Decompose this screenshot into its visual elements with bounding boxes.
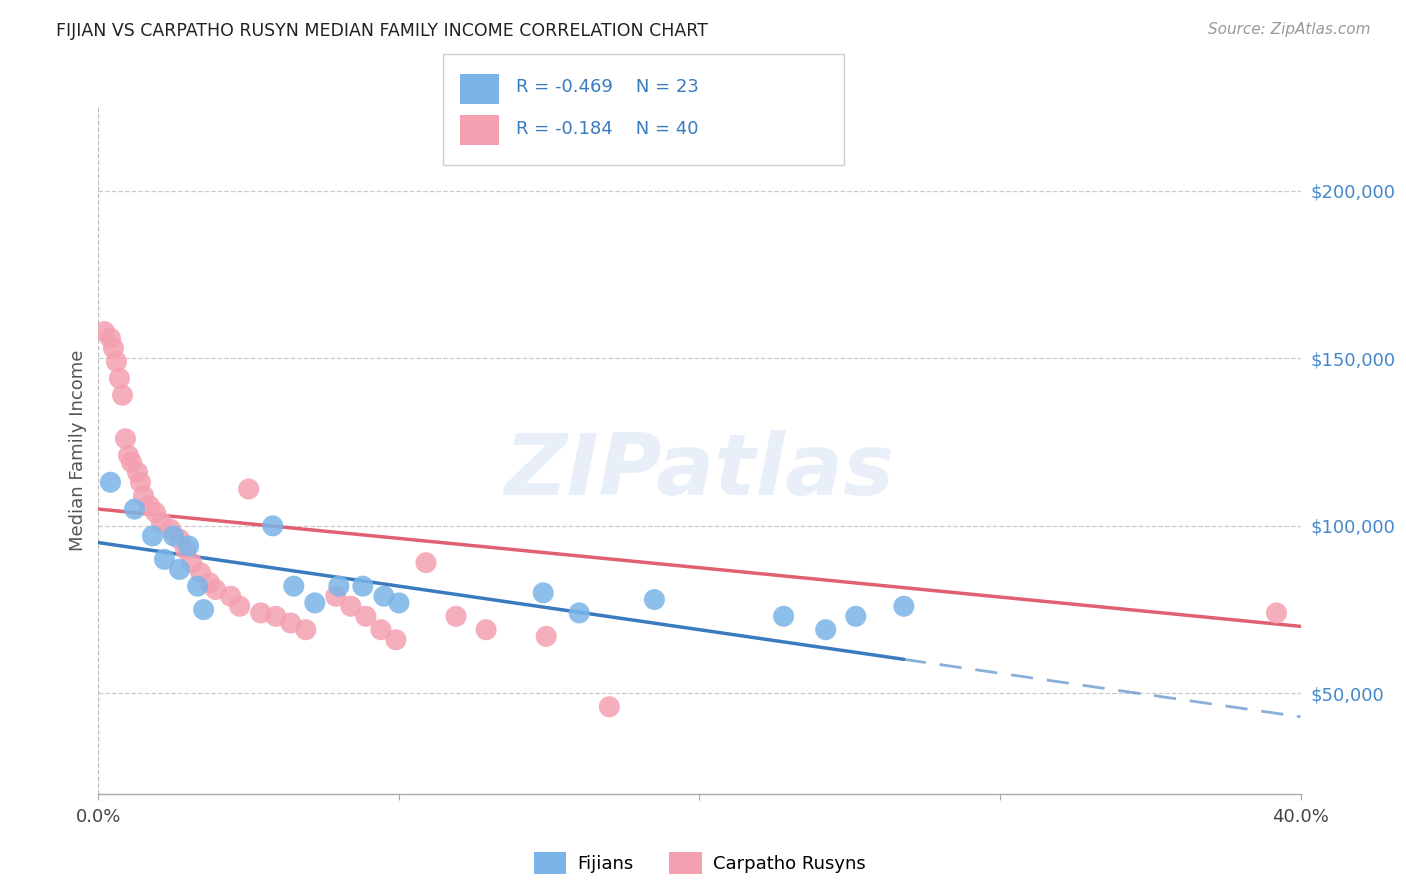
- Point: [238, 482, 260, 496]
- Point: [103, 341, 125, 355]
- Point: [150, 516, 173, 530]
- Point: [893, 599, 915, 614]
- Point: [352, 579, 374, 593]
- Point: [105, 354, 128, 368]
- Point: [169, 533, 191, 547]
- Point: [117, 449, 139, 463]
- Point: [114, 432, 136, 446]
- Point: [415, 556, 437, 570]
- Y-axis label: Median Family Income: Median Family Income: [69, 350, 87, 551]
- Text: R = -0.184    N = 40: R = -0.184 N = 40: [516, 120, 699, 138]
- Point: [219, 589, 242, 603]
- Point: [845, 609, 868, 624]
- Point: [354, 609, 377, 624]
- Point: [475, 623, 498, 637]
- Point: [249, 606, 271, 620]
- Point: [1265, 606, 1288, 620]
- Point: [129, 475, 152, 490]
- Point: [124, 502, 146, 516]
- Point: [93, 325, 115, 339]
- Point: [153, 552, 176, 566]
- Point: [772, 609, 794, 624]
- Point: [531, 586, 554, 600]
- Point: [388, 596, 411, 610]
- Point: [328, 579, 350, 593]
- Point: [444, 609, 467, 624]
- Point: [177, 539, 200, 553]
- Point: [283, 579, 305, 593]
- Point: [262, 519, 284, 533]
- Legend: Fijians, Carpatho Rusyns: Fijians, Carpatho Rusyns: [526, 845, 873, 881]
- Point: [108, 371, 131, 385]
- Point: [121, 455, 143, 469]
- Text: R = -0.469    N = 23: R = -0.469 N = 23: [516, 78, 699, 95]
- Point: [127, 465, 149, 479]
- Point: [373, 589, 395, 603]
- Point: [162, 529, 184, 543]
- Point: [294, 623, 316, 637]
- Point: [132, 489, 155, 503]
- Point: [568, 606, 591, 620]
- Point: [814, 623, 837, 637]
- Point: [100, 475, 122, 490]
- Point: [100, 331, 122, 345]
- Point: [340, 599, 363, 614]
- Point: [190, 566, 212, 580]
- Point: [534, 629, 557, 643]
- Text: Source: ZipAtlas.com: Source: ZipAtlas.com: [1208, 22, 1371, 37]
- Point: [280, 615, 302, 630]
- Point: [174, 542, 197, 557]
- Point: [180, 556, 202, 570]
- Point: [111, 388, 134, 402]
- Point: [204, 582, 226, 597]
- Point: [138, 499, 160, 513]
- Point: [198, 575, 221, 590]
- Point: [141, 529, 163, 543]
- Point: [187, 579, 209, 593]
- Point: [304, 596, 326, 610]
- Text: FIJIAN VS CARPATHO RUSYN MEDIAN FAMILY INCOME CORRELATION CHART: FIJIAN VS CARPATHO RUSYN MEDIAN FAMILY I…: [56, 22, 709, 40]
- Point: [169, 562, 191, 576]
- Point: [598, 699, 620, 714]
- Point: [385, 632, 408, 647]
- Point: [193, 602, 215, 616]
- Text: ZIPatlas: ZIPatlas: [505, 430, 894, 513]
- Point: [145, 505, 167, 519]
- Point: [370, 623, 392, 637]
- Point: [643, 592, 665, 607]
- Point: [228, 599, 250, 614]
- Point: [325, 589, 347, 603]
- Point: [159, 522, 181, 536]
- Point: [264, 609, 287, 624]
